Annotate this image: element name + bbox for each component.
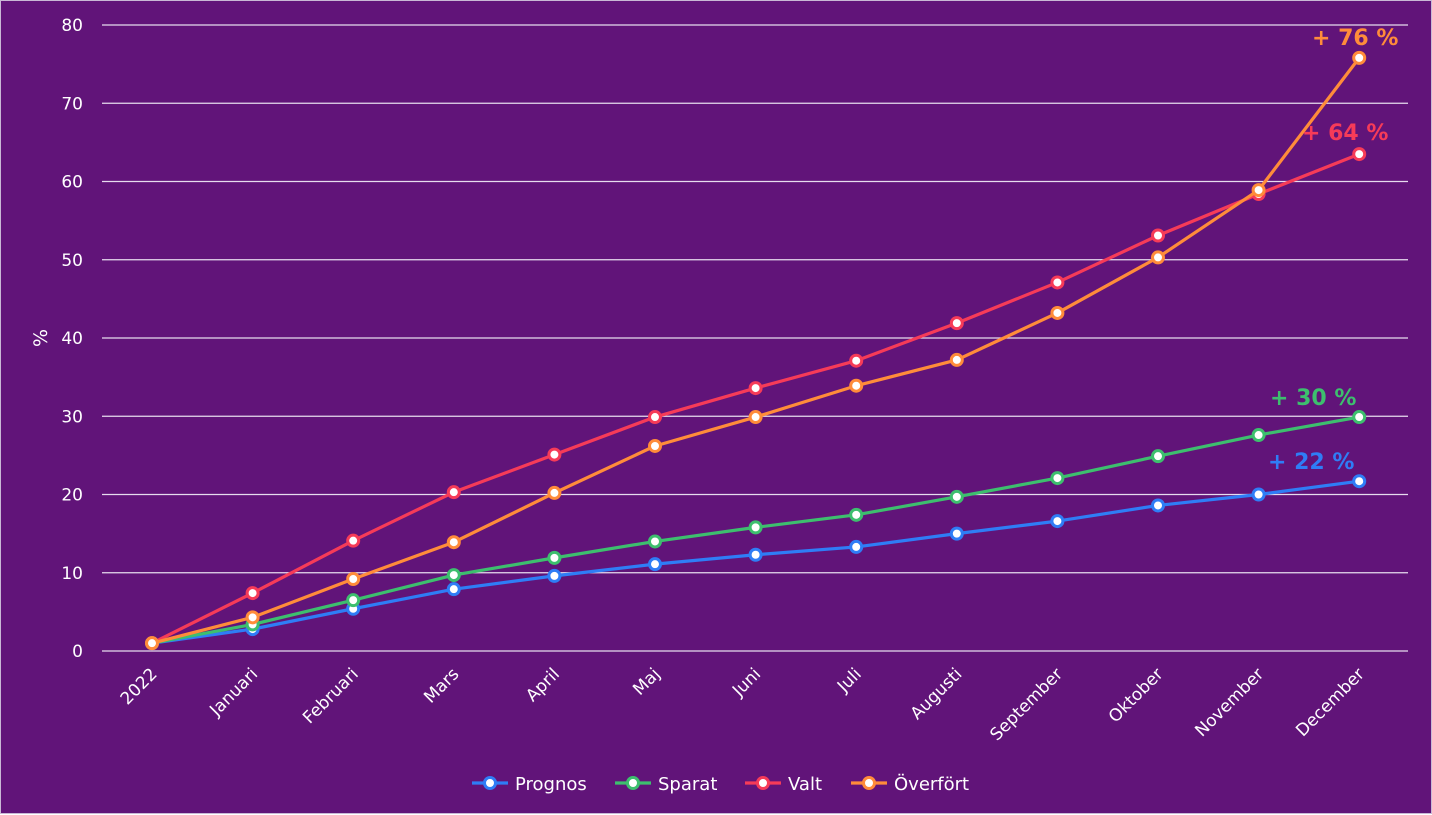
series-line [151, 479, 1360, 645]
legend-item-valt[interactable]: Valt [745, 774, 822, 795]
data-point [1151, 250, 1165, 265]
x-tick-label: Juli [833, 664, 866, 697]
data-point [1151, 228, 1165, 243]
annotation-prognos: + 22 % [1268, 450, 1354, 475]
legend-label: Överfört [894, 773, 969, 795]
data-point [648, 410, 662, 425]
data-point [849, 353, 864, 368]
data-point [748, 520, 763, 535]
data-point [1050, 471, 1065, 486]
annotation-överfört: + 76 % [1312, 26, 1398, 51]
gridlines [102, 24, 1408, 652]
legend-swatch-marker [756, 776, 770, 790]
x-tick-label: Juni [728, 664, 765, 701]
x-tick-label: Februari [299, 664, 363, 728]
y-tick-label: 0 [72, 642, 83, 662]
data-point [1050, 305, 1065, 320]
annotation-sparat: + 30 % [1270, 386, 1356, 411]
data-point [648, 438, 662, 453]
data-point [648, 534, 662, 549]
series-prognos [145, 474, 1367, 651]
legend-item-överfört[interactable]: Överfört [851, 773, 969, 795]
x-tick-label: Maj [629, 664, 664, 699]
legend-label: Sparat [658, 774, 717, 795]
x-tick-label: Mars [420, 664, 463, 707]
x-tick-label: November [1191, 664, 1268, 741]
legend-item-sparat[interactable]: Sparat [615, 774, 717, 795]
data-point [849, 539, 864, 554]
x-tick-label: Oktober [1105, 664, 1168, 727]
data-point [346, 593, 361, 608]
data-point [1251, 428, 1266, 443]
data-point [446, 535, 461, 550]
data-point [1251, 183, 1266, 198]
data-point [1050, 275, 1065, 290]
data-point [748, 410, 763, 425]
data-point [648, 557, 662, 572]
data-point [346, 572, 361, 587]
x-tick-label: Januari [205, 664, 262, 721]
legend-swatch-marker [483, 776, 497, 790]
y-tick-label: 10 [61, 564, 83, 584]
data-point [1352, 410, 1367, 425]
data-point [446, 485, 461, 500]
data-point [245, 586, 260, 601]
legend-swatch-marker [862, 776, 876, 790]
y-axis-label: % [30, 329, 52, 347]
x-tick-label: Augusti [907, 664, 967, 724]
data-point [1050, 514, 1065, 529]
data-point [949, 352, 964, 367]
x-tick-label: April [522, 664, 564, 706]
y-axis-ticks: 0 10 20 30 40 50 60 70 80 [61, 16, 83, 662]
x-tick-label: September [986, 664, 1067, 745]
y-tick-label: 20 [61, 486, 83, 506]
x-tick-label: December [1292, 664, 1368, 740]
data-point [1352, 50, 1367, 65]
data-point [145, 636, 159, 651]
annotation-valt: + 64 % [1302, 121, 1388, 146]
y-tick-label: 30 [61, 407, 83, 427]
data-point [1352, 147, 1367, 162]
data-point [949, 316, 964, 331]
data-point [547, 550, 562, 565]
series-valt [145, 147, 1367, 651]
data-point [748, 381, 763, 396]
data-point [849, 507, 864, 522]
y-tick-label: 80 [61, 16, 83, 36]
data-point [446, 582, 461, 597]
data-point [446, 568, 461, 583]
data-point [949, 489, 964, 504]
data-point [949, 526, 964, 541]
legend-item-prognos[interactable]: Prognos [472, 774, 587, 795]
legend-label: Prognos [515, 774, 587, 795]
data-point [1151, 498, 1165, 513]
data-point [1251, 487, 1266, 502]
y-tick-label: 70 [61, 94, 83, 114]
y-tick-label: 40 [61, 329, 83, 349]
data-point [547, 447, 562, 462]
series-överfört [145, 50, 1367, 651]
data-point [1352, 474, 1367, 489]
legend-label: Valt [788, 774, 822, 795]
legend: Prognos Sparat Valt Överfört [472, 773, 969, 795]
data-point [849, 378, 864, 393]
data-point [748, 547, 763, 562]
data-point [245, 610, 260, 625]
x-tick-label: 2022 [117, 664, 162, 709]
data-point [547, 568, 562, 583]
y-tick-label: 50 [61, 251, 83, 271]
x-axis-ticks: 2022 Januari Februari Mars April Maj Juni Juli A… [117, 664, 1369, 745]
y-tick-label: 60 [61, 173, 83, 193]
data-point [346, 533, 361, 548]
legend-swatch-marker [626, 776, 640, 790]
series-line [151, 152, 1360, 645]
data-point [547, 485, 562, 500]
data-point [1151, 449, 1165, 464]
series-group [145, 50, 1367, 651]
annotations: + 76 % + 64 % + 30 % + 22 % [1268, 26, 1398, 475]
